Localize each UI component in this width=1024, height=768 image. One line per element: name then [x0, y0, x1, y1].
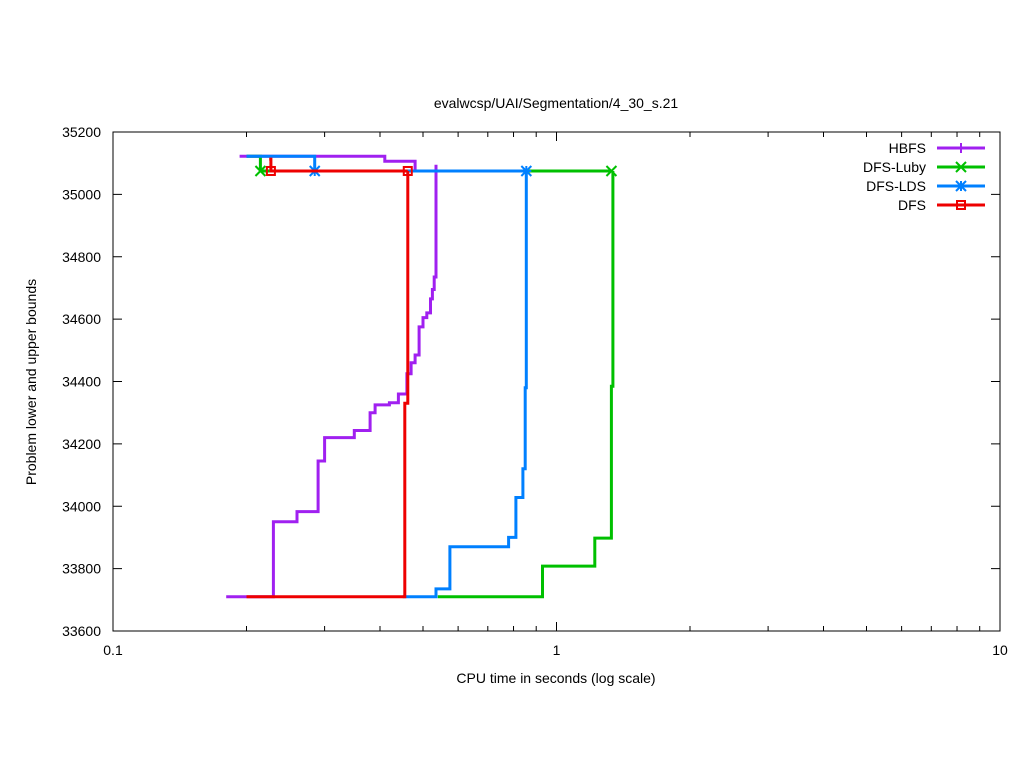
y-tick-label: 34000: [62, 498, 101, 514]
legend-label: HBFS: [889, 140, 926, 156]
y-tick-label: 35000: [62, 186, 101, 202]
x-tick-label: 10: [992, 642, 1008, 658]
y-tick-label: 34400: [62, 374, 101, 390]
plot-border: [112, 131, 1001, 632]
series-dfs-lds-upper-bound-line: [246, 154, 527, 173]
series-dfs-lds-lower-bound-line: [402, 171, 528, 599]
y-tick-label: 34800: [62, 249, 101, 265]
series-dfs-lds-marker: [520, 165, 533, 177]
y-tick-label: 35200: [62, 124, 101, 140]
x-tick-label: 0.1: [103, 642, 123, 658]
series-dfs-luby-marker: [254, 165, 267, 177]
legend-item-dfs: DFS: [898, 197, 985, 213]
legend-marker: [955, 180, 967, 192]
legend-marker: [956, 143, 966, 153]
y-tick-label: 33600: [62, 623, 101, 639]
series-dfs-marker: [265, 165, 276, 176]
y-axis-label: Problem lower and upper bounds: [23, 279, 39, 485]
chart-title: evalwcsp/UAI/Segmentation/4_30_s.21: [434, 95, 679, 111]
legend-label: DFS: [898, 197, 926, 213]
series-layer: [226, 154, 618, 599]
series-dfs-marker: [402, 165, 413, 176]
y-tick-label: 33800: [62, 561, 101, 577]
x-tick-label: 1: [553, 642, 561, 658]
legend-label: DFS-LDS: [866, 178, 926, 194]
ticks-layer: 33600 33800 34000 34200 34400 34600 34800 35000…: [62, 124, 1008, 658]
legend-marker: [955, 161, 967, 173]
legend-marker: [956, 200, 966, 210]
y-tick-label: 34200: [62, 436, 101, 452]
legend-item-dfs-luby: DFS-Luby: [863, 159, 985, 175]
series-dfs-luby-lower-bound-line: [437, 171, 615, 599]
series-dfs-lower-bound-line: [246, 171, 410, 599]
legend-label: DFS-Luby: [863, 159, 926, 175]
legend-item-hbfs: HBFS: [889, 140, 985, 156]
y-tick-label: 34600: [62, 311, 101, 327]
series-dfs-luby-marker: [605, 165, 618, 177]
series-dfs-upper-bound-line: [269, 157, 408, 173]
series-dfs: [246, 157, 413, 599]
x-axis-label: CPU time in seconds (log scale): [456, 670, 655, 686]
legend-item-dfs-lds: DFS-LDS: [866, 178, 985, 194]
legend: HBFS DFS-Luby DFS-LDS DFS: [863, 140, 985, 213]
